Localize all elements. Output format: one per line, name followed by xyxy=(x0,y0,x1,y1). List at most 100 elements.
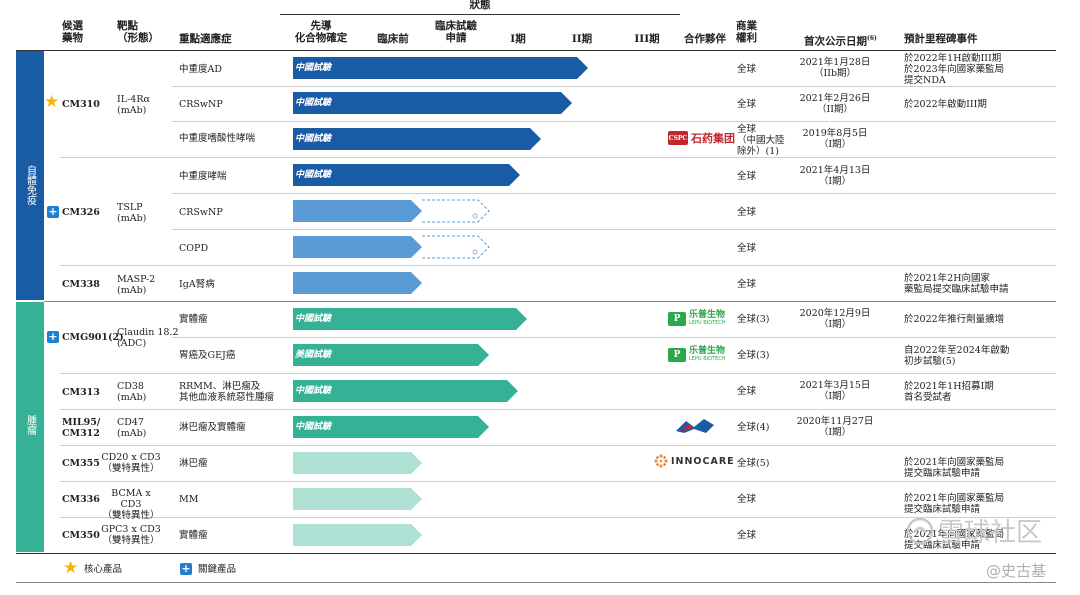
candidate-cm326: CM326 xyxy=(62,207,100,218)
indication-cell: CRSwNP xyxy=(179,99,223,110)
progress-arrow xyxy=(293,164,520,186)
progress-arrow xyxy=(293,344,489,366)
rights-cell: 全球 xyxy=(737,243,757,254)
milestone-cell: 於2022年啟動III期 xyxy=(904,99,987,110)
progress-arrow xyxy=(293,92,572,114)
legend-star-icon: ★ xyxy=(63,558,79,578)
milestone-cell: 於2022年推行劑量擴增 xyxy=(904,314,1005,325)
indication-cell: 中重度嗜酸性哮喘 xyxy=(179,133,256,144)
milestone-cell: 於2021年向國家藥監局 提交臨床試驗申請 xyxy=(904,493,1005,515)
candidate-cm336: CM336 xyxy=(62,494,100,505)
row-sep xyxy=(172,193,1056,194)
core-product-star-icon: ★ xyxy=(44,92,60,112)
group-sep xyxy=(60,481,1056,482)
first-date-note: (6) xyxy=(867,35,877,42)
key-product-plus-icon: + xyxy=(47,330,59,343)
tianguang-logo-icon xyxy=(676,419,714,433)
date-cell: 2020年12月9日 （I期） xyxy=(799,308,871,330)
ind-header: 臨床試驗 申請 xyxy=(435,20,477,44)
rights-cell: 全球 xyxy=(737,207,757,218)
progress-arrow xyxy=(293,524,422,546)
target-cm350: GPC3 x CD3 （雙特異性） xyxy=(101,524,161,546)
milestone-cell: 於2021年向國家藥監局 提交臨床試驗申請 xyxy=(904,529,1005,551)
rights-header: 商業 權利 xyxy=(736,20,757,44)
milestone-cell: 於2021年1H招募I期 首名受試者 xyxy=(904,381,994,403)
section-autoimmune-label: 自體免疫 xyxy=(24,165,36,205)
row-sep xyxy=(172,229,1056,230)
planned-arrow-outline xyxy=(422,199,490,223)
partner-logo-lepu: P 乐普生物 LEPU BIOTECH xyxy=(668,347,726,363)
lepu-name: 乐普生物 xyxy=(689,346,726,356)
cspc-name: 石药集团 xyxy=(691,132,735,145)
candidate-cm313: CM313 xyxy=(62,387,100,398)
indication-header: 重點適應症 xyxy=(179,33,232,45)
snowball-icon xyxy=(906,517,934,544)
indication-cell: 實體瘤 xyxy=(179,530,208,541)
bottom-rule xyxy=(16,553,1056,554)
indication-cell: CRSwNP xyxy=(179,207,223,218)
progress-arrow xyxy=(293,488,422,510)
watermark-author: @史古基 xyxy=(986,562,1047,580)
target-cm310: IL-4Rα (mAb) xyxy=(117,94,150,116)
rights-cell: 全球 xyxy=(737,530,757,541)
legend-key-label: 關鍵產品 xyxy=(198,564,237,575)
progress-arrow xyxy=(293,308,527,330)
progress-arrow xyxy=(293,452,422,474)
target-header: 靶點 （形態） xyxy=(117,20,159,44)
lepu-name: 乐普生物 xyxy=(689,310,726,320)
indication-cell: 淋巴瘤 xyxy=(179,458,208,469)
indication-cell: IgA腎病 xyxy=(179,279,215,290)
first-date-header: 首次公示日期(6) xyxy=(804,33,884,48)
group-sep xyxy=(44,301,1056,302)
date-cell: 2021年4月13日 （I期） xyxy=(799,165,871,187)
candidate-cm310: CM310 xyxy=(62,99,100,110)
rights-cell: 全球(5) xyxy=(737,458,770,469)
milestone-cell: 於2021年向國家藥監局 提交臨床試驗申請 xyxy=(904,457,1005,479)
phase2-header: II期 xyxy=(571,33,593,45)
section-oncology-bar xyxy=(16,302,44,552)
indication-cell: 中重度哮喘 xyxy=(179,171,227,182)
legend-plus-icon: + xyxy=(180,562,192,575)
date-cell: 2020年11月27日 （I期） xyxy=(796,416,874,438)
milestone-cell: 於2021年2H向國家 藥監局提交臨床試驗申請 xyxy=(904,273,1009,295)
progress-arrow xyxy=(293,236,422,258)
candidate-mil95: MIL95/ CM312 xyxy=(62,417,101,439)
rights-cell: 全球 xyxy=(737,99,757,110)
rights-cell: 全球 xyxy=(737,171,757,182)
candidate-cm338: CM338 xyxy=(62,279,100,290)
group-sep xyxy=(60,445,1056,446)
rights-cell: 全球(3) xyxy=(737,350,770,361)
candidate-cm350: CM350 xyxy=(62,530,100,541)
milestone-header: 預計里程碑事件 xyxy=(904,33,978,45)
lepu-logo-icon: P xyxy=(668,312,686,326)
progress-arrow xyxy=(293,380,518,402)
rights-cell: 全球(4) xyxy=(737,422,770,433)
rights-cell: 全球(3) xyxy=(737,314,770,325)
cspc-logo-icon: CSPC xyxy=(668,131,688,145)
indication-cell: 胃癌及GEJ癌 xyxy=(179,350,236,361)
indication-cell: 淋巴瘤及實體瘤 xyxy=(179,422,246,433)
bar-label: 中國試驗 xyxy=(295,170,332,180)
date-cell: 2021年3月15日 （I期） xyxy=(799,380,871,402)
partner-header: 合作夥伴 xyxy=(684,33,726,45)
lead-header: 先導 化合物確定 xyxy=(294,20,348,44)
milestone-cell: 自2022年至2024年啟動 初步試驗(5) xyxy=(904,345,1010,367)
progress-arrow xyxy=(293,128,541,150)
bar-label: 中國試驗 xyxy=(295,134,332,144)
group-sep xyxy=(60,157,1056,158)
legend-core-label: 核心產品 xyxy=(84,564,123,575)
row-sep xyxy=(172,86,1056,87)
legend-rule xyxy=(16,582,1056,583)
watermark-community: 雪球社区 xyxy=(938,518,1043,548)
partner-logo-tianguang xyxy=(676,419,716,433)
indication-cell: 中重度AD xyxy=(179,64,222,75)
bar-label: 中國試驗 xyxy=(295,314,332,324)
bar-label: 美國試驗 xyxy=(295,350,332,360)
progress-arrow xyxy=(293,272,422,294)
status-underline xyxy=(280,14,680,15)
group-sep xyxy=(60,409,1056,410)
partner-logo-lepu: P 乐普生物 LEPU BIOTECH xyxy=(668,311,726,327)
first-date-label: 首次公示日期 xyxy=(804,35,867,48)
rights-cell: 全球 （中國大陸 除外）(1) xyxy=(737,124,785,157)
